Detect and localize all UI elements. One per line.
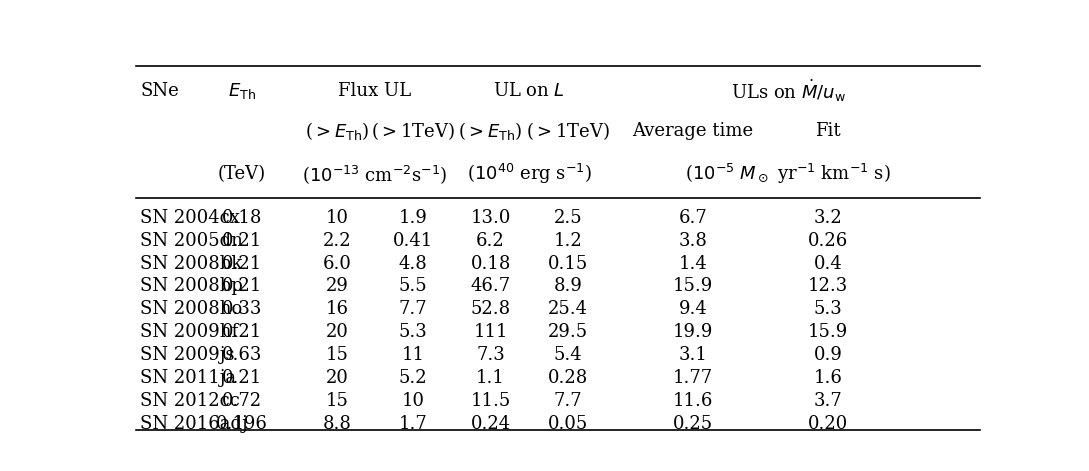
Text: SN 2011ja: SN 2011ja (140, 369, 236, 387)
Text: 0.21: 0.21 (221, 277, 261, 295)
Text: 25.4: 25.4 (548, 300, 588, 318)
Text: 1.7: 1.7 (399, 414, 427, 432)
Text: Average time: Average time (633, 122, 754, 140)
Text: 0.33: 0.33 (221, 300, 261, 318)
Text: SN 2012cc: SN 2012cc (140, 392, 241, 410)
Text: SN 2008ho: SN 2008ho (140, 300, 243, 318)
Text: 7.7: 7.7 (554, 392, 583, 410)
Text: SN 2008bk: SN 2008bk (140, 255, 243, 273)
Text: 2.5: 2.5 (554, 209, 583, 227)
Text: 5.3: 5.3 (399, 323, 427, 341)
Text: 20: 20 (326, 323, 348, 341)
Text: 11.5: 11.5 (470, 392, 511, 410)
Text: 4.8: 4.8 (399, 255, 427, 273)
Text: 16: 16 (326, 300, 348, 318)
Text: SN 2016adj: SN 2016adj (140, 414, 248, 432)
Text: 15.9: 15.9 (673, 277, 713, 295)
Text: 0.15: 0.15 (548, 255, 588, 273)
Text: 3.7: 3.7 (813, 392, 843, 410)
Text: SNe: SNe (140, 82, 179, 100)
Text: 8.9: 8.9 (554, 277, 583, 295)
Text: 13.0: 13.0 (470, 209, 511, 227)
Text: 10: 10 (402, 392, 425, 410)
Text: SN 2005dn: SN 2005dn (140, 232, 243, 250)
Text: 0.24: 0.24 (470, 414, 511, 432)
Text: 1.1: 1.1 (476, 369, 505, 387)
Text: 1.77: 1.77 (673, 369, 713, 387)
Text: 1.6: 1.6 (813, 369, 843, 387)
Text: 3.8: 3.8 (678, 232, 708, 250)
Text: 0.4: 0.4 (813, 255, 843, 273)
Text: 2.2: 2.2 (322, 232, 352, 250)
Text: 11.6: 11.6 (673, 392, 713, 410)
Text: SN 2009hf: SN 2009hf (140, 323, 238, 341)
Text: 0.72: 0.72 (221, 392, 261, 410)
Text: 7.7: 7.7 (399, 300, 427, 318)
Text: 0.05: 0.05 (548, 414, 588, 432)
Text: 6.7: 6.7 (678, 209, 708, 227)
Text: 0.196: 0.196 (216, 414, 268, 432)
Text: 12.3: 12.3 (808, 277, 848, 295)
Text: 52.8: 52.8 (470, 300, 511, 318)
Text: 0.18: 0.18 (221, 209, 261, 227)
Text: 5.4: 5.4 (554, 346, 583, 364)
Text: 0.21: 0.21 (221, 232, 261, 250)
Text: ($>$1TeV): ($>$1TeV) (526, 120, 610, 142)
Text: 15: 15 (326, 392, 348, 410)
Text: Flux UL: Flux UL (339, 82, 412, 100)
Text: 0.21: 0.21 (221, 255, 261, 273)
Text: (TeV): (TeV) (218, 165, 266, 183)
Text: 1.4: 1.4 (678, 255, 708, 273)
Text: 7.3: 7.3 (476, 346, 505, 364)
Text: 46.7: 46.7 (470, 277, 511, 295)
Text: 3.2: 3.2 (813, 209, 843, 227)
Text: SN 2008bp: SN 2008bp (140, 277, 243, 295)
Text: Fit: Fit (816, 122, 841, 140)
Text: $E_\mathrm{Th}$: $E_\mathrm{Th}$ (228, 81, 256, 101)
Text: SN 2004cx: SN 2004cx (140, 209, 241, 227)
Text: 0.18: 0.18 (470, 255, 511, 273)
Text: SN 2009js: SN 2009js (140, 346, 235, 364)
Text: 0.28: 0.28 (548, 369, 588, 387)
Text: 3.1: 3.1 (678, 346, 708, 364)
Text: 111: 111 (474, 323, 507, 341)
Text: 8.8: 8.8 (322, 414, 352, 432)
Text: 9.4: 9.4 (678, 300, 708, 318)
Text: 20: 20 (326, 369, 348, 387)
Text: 1.9: 1.9 (399, 209, 427, 227)
Text: 0.41: 0.41 (393, 232, 433, 250)
Text: 1.2: 1.2 (554, 232, 583, 250)
Text: 6.0: 6.0 (322, 255, 352, 273)
Text: ($10^{-5}$ $M_\odot$ yr$^{-1}$ km$^{-1}$ s): ($10^{-5}$ $M_\odot$ yr$^{-1}$ km$^{-1}$… (685, 162, 891, 187)
Text: 0.25: 0.25 (673, 414, 713, 432)
Text: 15.9: 15.9 (808, 323, 848, 341)
Text: UL on $\mathit{L}$: UL on $\mathit{L}$ (493, 82, 565, 100)
Text: ($>$$E_\mathrm{Th}$): ($>$$E_\mathrm{Th}$) (458, 120, 523, 142)
Text: 29: 29 (326, 277, 348, 295)
Text: ($>$1TeV): ($>$1TeV) (371, 120, 455, 142)
Text: 0.63: 0.63 (221, 346, 261, 364)
Text: 6.2: 6.2 (476, 232, 505, 250)
Text: 0.21: 0.21 (221, 369, 261, 387)
Text: 15: 15 (326, 346, 348, 364)
Text: 29.5: 29.5 (548, 323, 588, 341)
Text: 5.5: 5.5 (399, 277, 427, 295)
Text: 19.9: 19.9 (673, 323, 713, 341)
Text: ULs on $\dot{M}/u_\mathrm{w}$: ULs on $\dot{M}/u_\mathrm{w}$ (731, 78, 846, 104)
Text: ($10^{40}$ erg s$^{-1}$): ($10^{40}$ erg s$^{-1}$) (467, 162, 592, 187)
Text: 0.26: 0.26 (808, 232, 848, 250)
Text: 0.21: 0.21 (221, 323, 261, 341)
Text: ($>$$E_\mathrm{Th}$): ($>$$E_\mathrm{Th}$) (305, 120, 369, 142)
Text: 5.2: 5.2 (399, 369, 427, 387)
Text: 10: 10 (326, 209, 348, 227)
Text: 11: 11 (402, 346, 425, 364)
Text: 0.20: 0.20 (808, 414, 848, 432)
Text: 5.3: 5.3 (813, 300, 843, 318)
Text: ($10^{-13}$ cm$^{-2}$s$^{-1}$): ($10^{-13}$ cm$^{-2}$s$^{-1}$) (303, 163, 448, 186)
Text: 0.9: 0.9 (813, 346, 843, 364)
